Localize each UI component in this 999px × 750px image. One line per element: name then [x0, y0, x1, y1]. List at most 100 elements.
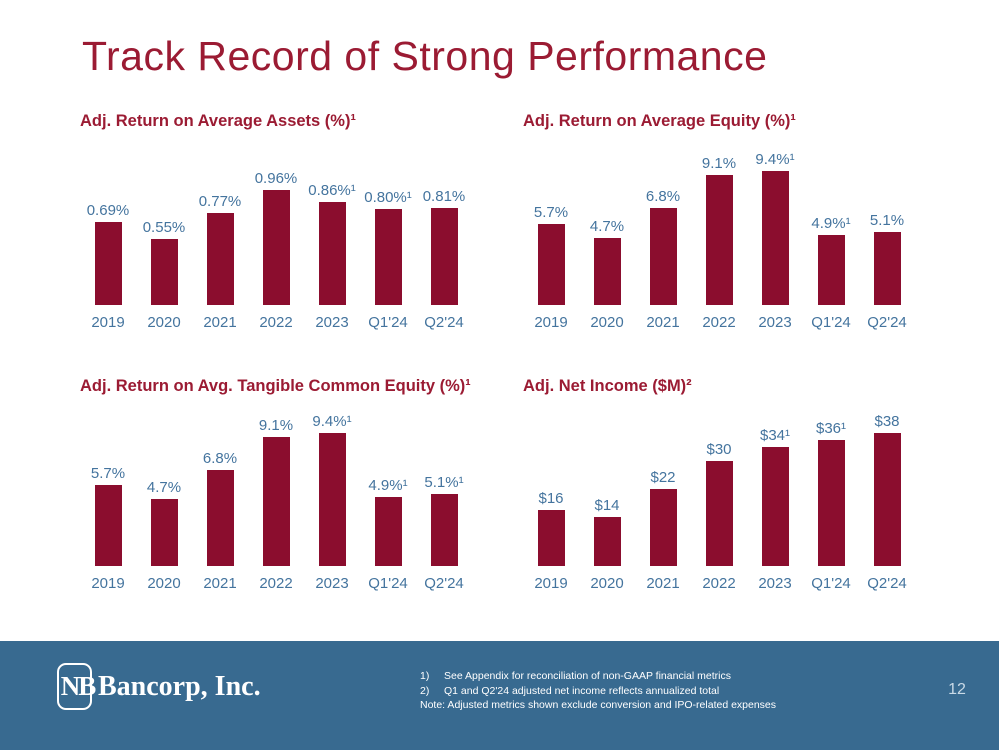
bar-column: 5.7% — [523, 204, 579, 305]
bar-value-label: $30 — [706, 441, 732, 458]
bar-column: $34¹ — [747, 427, 803, 566]
bar-column: 0.69% — [80, 202, 136, 305]
company-logo: NB Bancorp, Inc. — [57, 663, 261, 710]
bar-value-label: 0.81% — [422, 188, 466, 205]
x-axis-label: 2019 — [534, 314, 568, 331]
bar-value-label: 6.8% — [645, 188, 681, 205]
bar-value-label: 4.9%¹ — [368, 477, 408, 494]
bar-column: 4.7% — [579, 218, 635, 305]
x-axis-label: Q2'24 — [867, 575, 907, 592]
bar-column: 0.86%¹ — [304, 182, 360, 305]
bar — [430, 208, 458, 305]
bar-value-label: $36¹ — [815, 420, 847, 437]
bar-column: 9.4%¹ — [304, 413, 360, 566]
bar-value-label: 9.4%¹ — [312, 413, 352, 430]
footnote-text: Note: Adjusted metrics shown exclude con… — [420, 699, 777, 712]
footnote-number: 1) — [420, 670, 430, 682]
plot-area: $16 $14 $22 $30 $34¹ $36¹ $38 — [523, 402, 923, 566]
bar-value-label: 5.7% — [533, 204, 569, 221]
bar-value-label: 0.55% — [142, 219, 186, 236]
footnote-text: See Appendix for reconciliation of non-G… — [444, 670, 731, 682]
chart-title: Adj. Return on Avg. Tangible Common Equi… — [80, 377, 471, 395]
chart-adj-return-avg-assets: Adj. Return on Average Assets (%)¹ 0.69%… — [80, 112, 480, 331]
bar — [94, 485, 122, 566]
bar-value-label: 5.1% — [869, 212, 905, 229]
bar-column: 4.9%¹ — [360, 477, 416, 566]
x-axis-label: Q2'24 — [867, 314, 907, 331]
bar-value-label: 4.7% — [589, 218, 625, 235]
chart-title: Adj. Net Income ($M)² — [523, 377, 692, 395]
bar-column: 0.96% — [248, 170, 304, 305]
bar-column: 4.7% — [136, 479, 192, 566]
x-axis: 2019 2020 2021 2022 2023 Q1'24 Q2'24 — [80, 314, 480, 331]
bar-value-label: 6.8% — [202, 450, 238, 467]
bar-column: 0.77% — [192, 193, 248, 305]
x-axis-label: 2022 — [259, 575, 293, 592]
bar-column: 6.8% — [635, 188, 691, 305]
bar — [94, 222, 122, 305]
bar-value-label: 0.96% — [254, 170, 298, 187]
x-axis-label: Q1'24 — [368, 575, 408, 592]
bar — [761, 447, 789, 566]
x-axis-label: 2020 — [147, 575, 181, 592]
x-axis: 2019 2020 2021 2022 2023 Q1'24 Q2'24 — [523, 314, 923, 331]
x-axis-label: 2020 — [147, 314, 181, 331]
bar-column: 6.8% — [192, 450, 248, 566]
footnotes: 1) See Appendix for reconciliation of no… — [420, 669, 776, 713]
logo-company-name: Bancorp, Inc. — [98, 670, 261, 702]
x-axis-label: Q1'24 — [811, 575, 851, 592]
x-axis-label: 2022 — [702, 575, 736, 592]
bar-value-label: 4.9%¹ — [811, 215, 851, 232]
x-axis-label: Q2'24 — [424, 575, 464, 592]
bar — [430, 494, 458, 566]
x-axis-label: 2020 — [590, 314, 624, 331]
bar — [761, 171, 789, 305]
bar-column: $14 — [579, 497, 635, 566]
x-axis-label: 2021 — [646, 314, 680, 331]
plot-area: 5.7% 4.7% 6.8% 9.1% 9.4%¹ 4.9%¹ 5.1%¹ — [80, 402, 480, 566]
bar-value-label: $14 — [594, 497, 620, 514]
x-axis-label: Q1'24 — [811, 314, 851, 331]
bar — [649, 208, 677, 305]
x-axis-label: 2021 — [203, 575, 237, 592]
bar — [593, 517, 621, 566]
bar-value-label: $34¹ — [759, 427, 791, 444]
x-axis-label: 2019 — [534, 575, 568, 592]
bar — [262, 437, 290, 566]
bar — [705, 461, 733, 566]
bar-column: $38 — [859, 413, 915, 566]
x-axis-label: 2022 — [702, 314, 736, 331]
bar — [705, 175, 733, 305]
x-axis-label: 2023 — [315, 575, 349, 592]
bar-value-label: $16 — [538, 490, 564, 507]
bar-column: $30 — [691, 441, 747, 566]
chart-adj-return-avg-equity: Adj. Return on Average Equity (%)¹ 5.7% 4… — [523, 112, 923, 331]
x-axis-label: 2021 — [646, 575, 680, 592]
bar — [150, 499, 178, 566]
x-axis-label: Q1'24 — [368, 314, 408, 331]
page-number: 12 — [948, 681, 966, 698]
chart-title: Adj. Return on Average Equity (%)¹ — [523, 112, 796, 130]
bar-value-label: 5.1%¹ — [424, 474, 464, 491]
bar-value-label: $38 — [874, 413, 900, 430]
x-axis-label: 2019 — [91, 314, 125, 331]
x-axis-label: 2019 — [91, 575, 125, 592]
bar-value-label: 9.1% — [701, 155, 737, 172]
bar-column: 5.1% — [859, 212, 915, 305]
bar-column: 9.1% — [691, 155, 747, 305]
footnote-line: 1) See Appendix for reconciliation of no… — [420, 669, 776, 684]
footnote-text: Q1 and Q2'24 adjusted net income reflect… — [444, 684, 720, 697]
bar — [873, 232, 901, 305]
chart-adj-return-tangible-common-equity: Adj. Return on Avg. Tangible Common Equi… — [80, 377, 480, 592]
bar-value-label: 5.7% — [90, 465, 126, 482]
bar-value-label: 0.86%¹ — [308, 182, 356, 199]
logo-nb-box: NB — [57, 663, 96, 710]
bar-column: 4.9%¹ — [803, 215, 859, 305]
x-axis-label: 2021 — [203, 314, 237, 331]
bar — [873, 433, 901, 566]
plot-area: 0.69% 0.55% 0.77% 0.96% 0.86%¹ 0.80%¹ 0.81% — [80, 137, 480, 305]
x-axis-label: 2023 — [315, 314, 349, 331]
bar — [374, 497, 402, 566]
slide-title: Track Record of Strong Performance — [82, 33, 768, 79]
x-axis: 2019 2020 2021 2022 2023 Q1'24 Q2'24 — [523, 575, 923, 592]
